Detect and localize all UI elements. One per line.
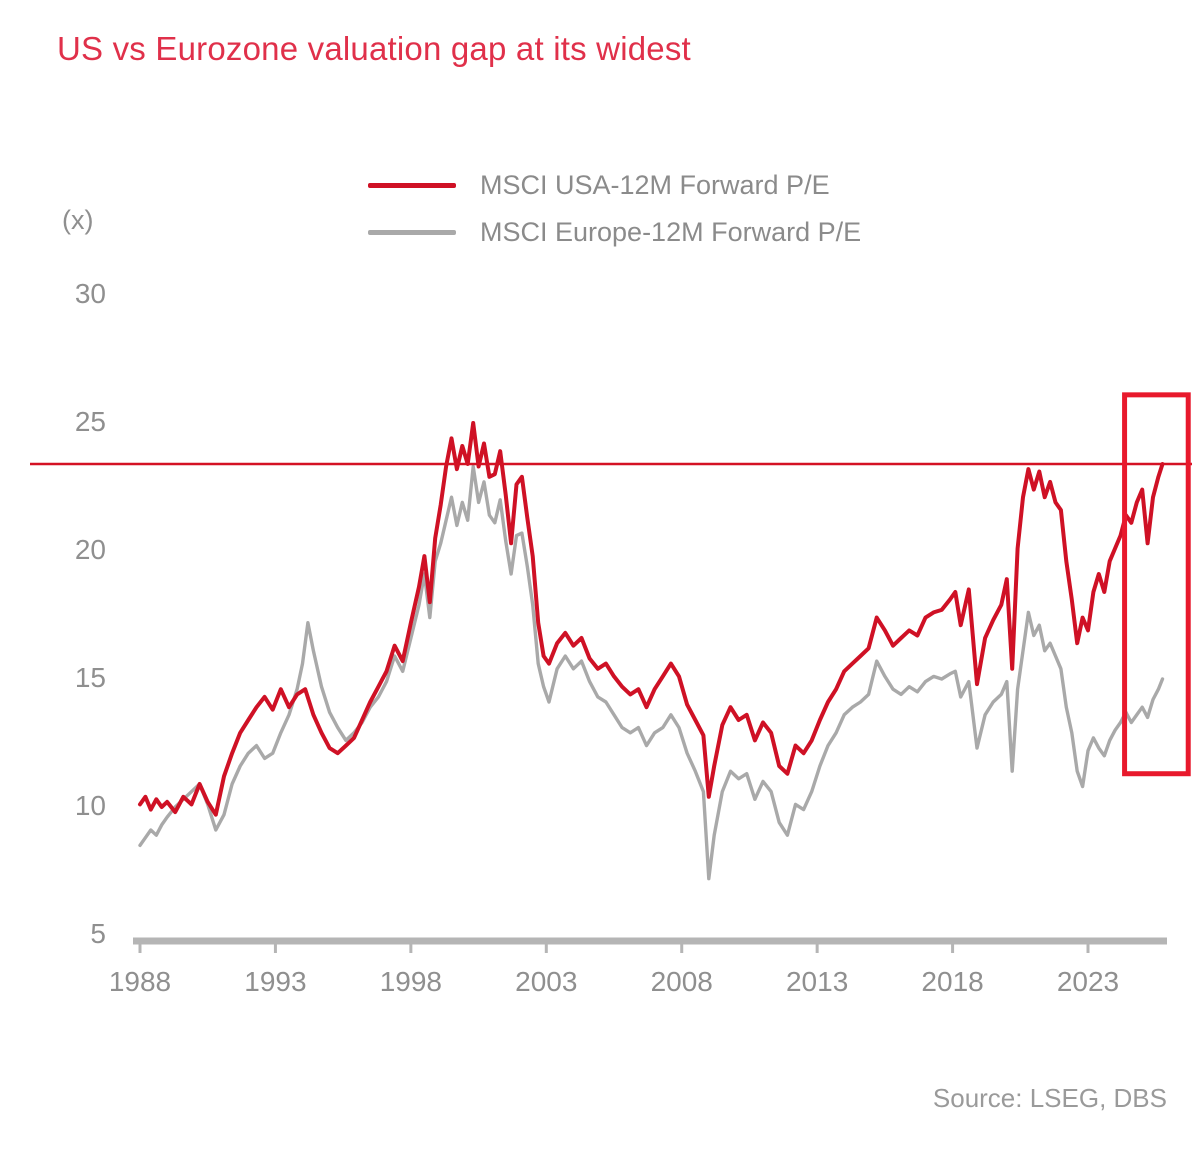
x-tick-label: 2018 [921, 966, 984, 997]
europe-series-line [138, 464, 1165, 881]
europe-line-swatch [368, 230, 456, 235]
x-tick-label: 2023 [1056, 966, 1120, 997]
y-tick-label: 15 [74, 662, 106, 693]
x-tick-label: 1993 [244, 966, 307, 997]
x-tick-label: 1998 [379, 966, 442, 997]
legend-label-europe: MSCI Europe-12M Forward P/E [480, 217, 862, 247]
usa-series-line [138, 421, 1165, 817]
x-tick-label: 2008 [650, 966, 713, 997]
y-tick-label: 10 [74, 790, 106, 821]
source-note: Source: LSEG, DBS [932, 1083, 1167, 1113]
legend-label-usa: MSCI USA-12M Forward P/E [480, 170, 830, 200]
chart-title: US vs Eurozone valuation gap at its wide… [57, 30, 691, 67]
usa-line-swatch [368, 183, 456, 188]
x-tick-label: 1988 [108, 966, 172, 997]
legend: MSCI USA-12M Forward P/E MSCI Europe-12M… [368, 170, 861, 248]
y-tick-label: 20 [74, 534, 106, 565]
legend-item-europe: MSCI Europe-12M Forward P/E [368, 217, 861, 248]
legend-item-usa: MSCI USA-12M Forward P/E [368, 170, 861, 201]
x-tick-label: 2003 [515, 966, 578, 997]
y-axis-unit-label: (x) [62, 205, 94, 235]
highlight-rect [1122, 392, 1191, 777]
y-tick-label: 5 [90, 918, 106, 949]
y-tick-label: 30 [74, 278, 106, 309]
x-tick-label: 2013 [785, 966, 849, 997]
y-tick-label: 25 [74, 406, 106, 437]
